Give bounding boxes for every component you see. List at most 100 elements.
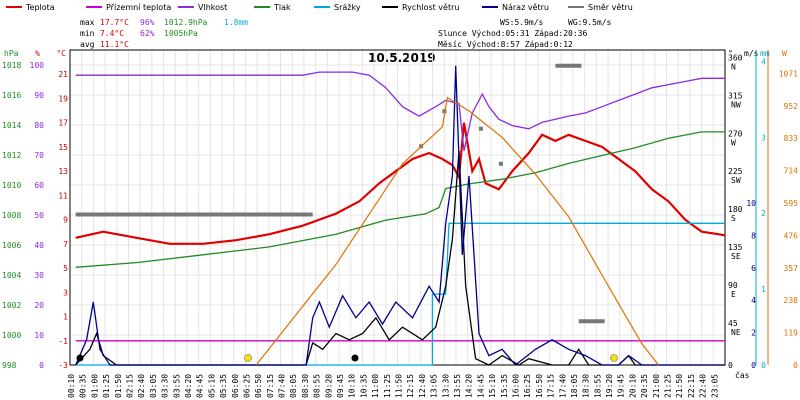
x-tick-50: 21:00 — [652, 374, 661, 398]
solar-tick-8: 952 — [784, 102, 799, 111]
dir-tick-name-8: N — [731, 62, 736, 71]
wind-tick-1: 2 — [751, 329, 756, 338]
x-tick-47: 19:45 — [617, 374, 626, 398]
x-tick-6: 02:40 — [137, 374, 146, 398]
x-tick-0: 00:10 — [67, 374, 76, 398]
press-tick-8: 1014 — [2, 121, 21, 130]
x-tick-23: 09:45 — [336, 374, 345, 398]
x-tick-38: 16:00 — [511, 374, 520, 398]
stats-max-label: max — [80, 18, 95, 27]
hum-tick-1: 10 — [34, 331, 44, 340]
dir-tick-5: 225 — [728, 167, 743, 176]
x-tick-55: 23:05 — [710, 374, 719, 398]
dir-tick-name-3: SE — [731, 252, 741, 261]
x-tick-36: 15:10 — [488, 374, 497, 398]
rain-tick-4: 4 — [761, 57, 766, 66]
chart-title: 10.5.2019 — [368, 51, 436, 65]
x-tick-25: 10:35 — [359, 374, 368, 398]
stats-max-hum: 96% — [140, 18, 155, 27]
info-ws: WS:5.9m/s — [500, 18, 544, 27]
x-tick-14: 06:00 — [231, 374, 240, 398]
temp-unit: °C — [56, 49, 66, 58]
sunset-marker — [610, 354, 618, 362]
hum-tick-3: 30 — [34, 271, 44, 280]
x-tick-27: 11:25 — [383, 374, 392, 398]
x-tick-22: 09:20 — [324, 374, 333, 398]
dir-tick-name-4: S — [731, 214, 736, 223]
temp-tick-4: 5 — [63, 264, 68, 273]
x-tick-31: 13:05 — [430, 374, 439, 398]
stats-min-hum: 62% — [140, 29, 155, 38]
legend-item-2: Vlhkost — [198, 3, 227, 12]
dir-tick-1: 45 — [728, 319, 738, 328]
press-tick-6: 1010 — [2, 181, 21, 190]
info-moon: Měsíc Východ:8:57 Západ:0:12 — [438, 40, 573, 49]
x-tick-53: 22:15 — [687, 374, 696, 398]
dir-tick-4: 180 — [728, 205, 743, 214]
solar-tick-2: 238 — [784, 296, 799, 305]
solar-tick-5: 595 — [784, 199, 799, 208]
x-tick-19: 08:05 — [289, 374, 298, 398]
wind-dir-mark-3 — [442, 109, 447, 114]
rain-tick-3: 3 — [761, 133, 766, 142]
dir-unit: ° — [728, 49, 733, 58]
temp-tick-10: 17 — [58, 119, 68, 128]
stats-rain: 1.8mm — [224, 18, 248, 27]
axes: 9981000100210041006100810101012101410161… — [2, 49, 798, 398]
x-tick-10: 04:20 — [184, 374, 193, 398]
x-tick-7: 03:05 — [149, 374, 158, 398]
series-rychlost-větru — [75, 150, 725, 366]
x-tick-30: 12:40 — [418, 374, 427, 398]
press-tick-9: 1016 — [2, 91, 21, 100]
x-tick-40: 16:50 — [535, 374, 544, 398]
x-axis-label: čas — [735, 370, 750, 380]
hum-tick-5: 50 — [34, 211, 44, 220]
wind-tick-0: 0 — [751, 361, 756, 370]
temp-tick-11: 19 — [58, 94, 68, 103]
moonrise-marker — [351, 354, 359, 362]
stats-max-temp: 17.7°C — [100, 18, 129, 27]
solar-tick-6: 714 — [784, 167, 799, 176]
temp-tick-6: 9 — [63, 216, 68, 225]
temp-tick-2: 1 — [63, 313, 68, 322]
press-unit: hPa — [4, 49, 19, 58]
press-tick-0: 998 — [2, 361, 17, 370]
x-tick-12: 05:10 — [207, 374, 216, 398]
hum-tick-6: 60 — [34, 181, 44, 190]
series-solar — [255, 96, 659, 366]
temp-tick-3: 3 — [63, 288, 68, 297]
press-tick-1: 1000 — [2, 331, 21, 340]
hum-tick-2: 20 — [34, 301, 44, 310]
rain-tick-2: 2 — [761, 209, 766, 218]
x-tick-45: 18:55 — [593, 374, 602, 398]
series-náraz-větru — [75, 65, 725, 366]
x-tick-32: 13:30 — [441, 374, 450, 398]
stats-avg-label: avg — [80, 40, 95, 49]
solar-tick-3: 357 — [784, 264, 799, 273]
solar-tick-9: 1071 — [779, 69, 798, 78]
x-tick-9: 03:55 — [172, 374, 181, 398]
legend: Teplota Přízemní teplota Vlhkost Tlak Srážky… — [6, 3, 633, 12]
x-tick-46: 19:20 — [605, 374, 614, 398]
series-teplota — [75, 122, 726, 245]
wind-dir-mark-4 — [478, 126, 483, 131]
x-tick-48: 20:10 — [628, 374, 637, 398]
x-tick-41: 17:15 — [547, 374, 556, 398]
series-srážky — [75, 222, 725, 366]
stats-min-press: 1005hPa — [164, 29, 198, 38]
stats-min-label: min — [80, 29, 95, 38]
series-vlhkost — [75, 71, 725, 151]
rain-tick-0: 0 — [761, 361, 766, 370]
legend-item-7: Směr větru — [588, 3, 633, 12]
x-tick-26: 11:00 — [371, 374, 380, 398]
legend-item-1: Přízemní teplota — [106, 3, 171, 12]
legend-item-4: Srážky — [334, 3, 361, 12]
x-tick-54: 22:40 — [699, 374, 708, 398]
dir-tick-name-6: W — [731, 138, 736, 147]
x-tick-44: 18:30 — [582, 374, 591, 398]
dir-tick-name-5: SW — [731, 176, 741, 185]
press-tick-10: 1018 — [2, 61, 21, 70]
temp-tick-8: 13 — [58, 167, 68, 176]
stats-avg-temp: 11.1°C — [100, 40, 129, 49]
sunrise-marker — [244, 354, 252, 362]
